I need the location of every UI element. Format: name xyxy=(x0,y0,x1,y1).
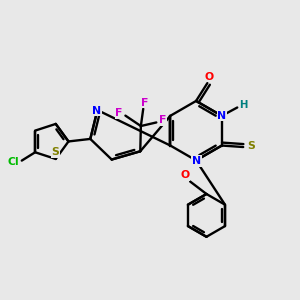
Text: N: N xyxy=(92,106,101,116)
Text: Cl: Cl xyxy=(8,157,19,167)
Text: N: N xyxy=(192,156,201,166)
Text: O: O xyxy=(180,170,189,180)
Text: F: F xyxy=(141,98,148,108)
Text: O: O xyxy=(204,72,213,82)
Text: S: S xyxy=(51,147,59,158)
Text: S: S xyxy=(248,141,255,152)
Text: F: F xyxy=(159,115,167,125)
Text: N: N xyxy=(217,111,226,121)
Text: F: F xyxy=(115,108,123,118)
Text: H: H xyxy=(240,100,248,110)
